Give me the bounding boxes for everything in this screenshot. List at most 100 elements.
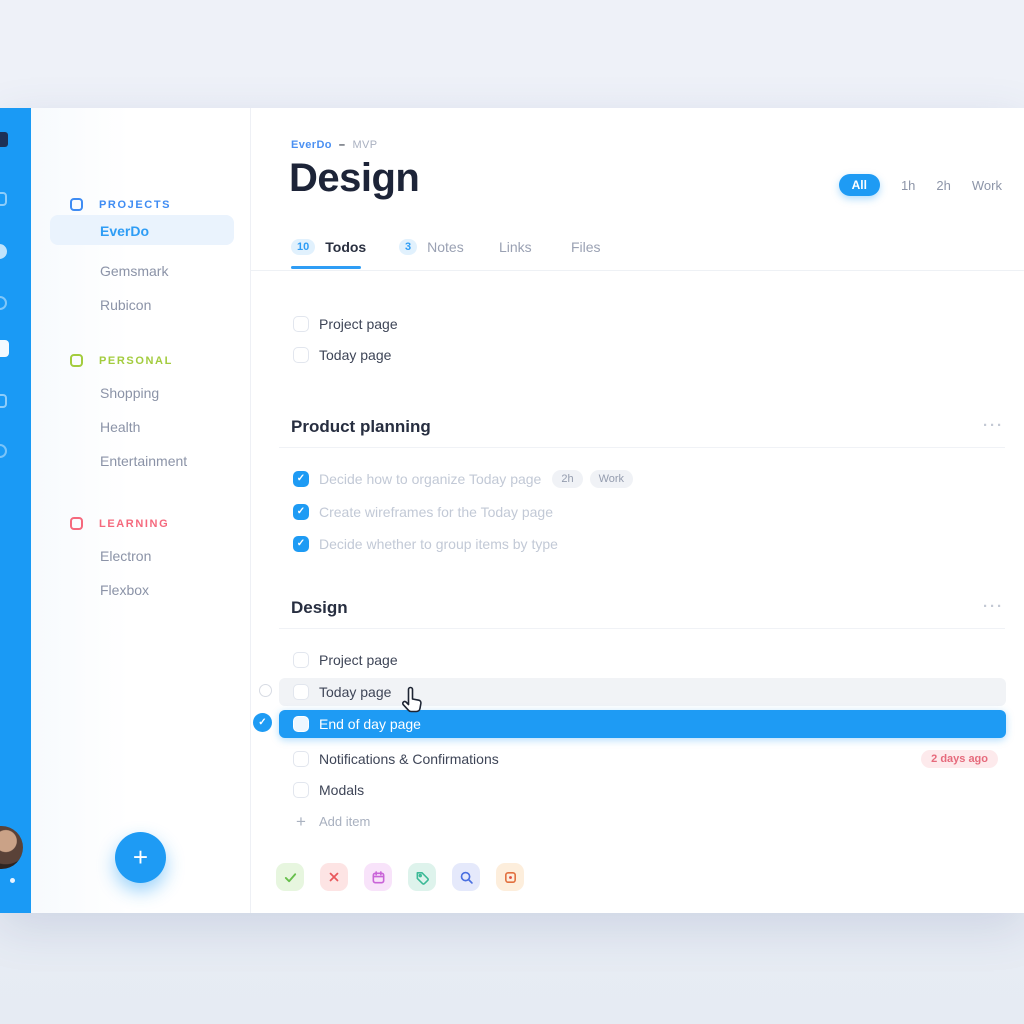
section-title-design: Design bbox=[291, 598, 348, 617]
checkbox-unchecked[interactable] bbox=[293, 651, 309, 668]
todo-row[interactable]: Today page bbox=[279, 339, 1006, 370]
projects-square-icon bbox=[70, 198, 83, 211]
sidebar-item-gemsmark[interactable]: Gemsmark bbox=[100, 263, 169, 279]
focus-icon[interactable] bbox=[496, 863, 524, 891]
todo-label: End of day page bbox=[319, 716, 421, 732]
tab-files[interactable]: Files bbox=[571, 239, 601, 255]
plus-icon: + bbox=[296, 811, 306, 831]
status-dot bbox=[10, 878, 15, 883]
row-reorder-handle[interactable] bbox=[259, 684, 272, 697]
todo-label: Project page bbox=[319, 315, 398, 332]
todo-row[interactable]: Notifications & Confirmations 2 days ago bbox=[279, 743, 1006, 774]
checkbox-unchecked[interactable] bbox=[293, 684, 309, 700]
rail-icon-fragment bbox=[0, 192, 7, 206]
sidebar-section-learning: LEARNING bbox=[70, 517, 169, 530]
todo-label: Create wireframes for the Today page bbox=[319, 503, 553, 520]
page-title: Design bbox=[289, 156, 420, 200]
overdue-badge: 2 days ago bbox=[921, 749, 998, 768]
sidebar-item-rubicon[interactable]: Rubicon bbox=[100, 297, 152, 313]
plus-icon: + bbox=[132, 842, 149, 872]
todo-row-hovered[interactable]: Today page bbox=[279, 678, 1006, 706]
todo-row-selected[interactable]: End of day page bbox=[279, 710, 1006, 738]
tab-links[interactable]: Links bbox=[499, 239, 532, 255]
section-title-product-planning: Product planning bbox=[291, 417, 431, 436]
sidebar-item-everdo[interactable]: EverDo bbox=[100, 223, 150, 239]
rail-icon-fragment bbox=[0, 244, 7, 259]
filter-work[interactable]: Work bbox=[971, 177, 1002, 193]
delete-icon[interactable] bbox=[320, 863, 348, 891]
check-icon: ✓ bbox=[258, 717, 267, 728]
checkbox-checked[interactable] bbox=[293, 535, 309, 552]
breadcrumb-separator: – bbox=[338, 139, 346, 151]
sidebar-section-label: PERSONAL bbox=[99, 354, 173, 367]
tab-todos[interactable]: 10 Todos bbox=[291, 239, 366, 255]
tab-notes[interactable]: 3 Notes bbox=[399, 239, 464, 255]
main-content: EverDo – MVP Design All 1h 2h Work 10 To… bbox=[250, 108, 1024, 913]
rail-icon-fragment bbox=[0, 340, 9, 357]
learning-square-icon bbox=[70, 517, 83, 530]
sidebar-item-entertainment[interactable]: Entertainment bbox=[100, 453, 188, 469]
sidebar-section-label: PROJECTS bbox=[99, 198, 172, 211]
todo-row[interactable]: Decide whether to group items by type bbox=[279, 528, 1006, 559]
sidebar-section-personal: PERSONAL bbox=[70, 354, 173, 367]
complete-icon[interactable] bbox=[276, 863, 304, 891]
checkbox-unchecked[interactable] bbox=[293, 750, 309, 767]
schedule-icon[interactable] bbox=[364, 863, 392, 891]
checkbox-checked[interactable] bbox=[293, 470, 309, 487]
tab-label: Todos bbox=[325, 239, 367, 255]
row-complete-marker[interactable]: ✓ bbox=[253, 713, 272, 732]
tag-2h[interactable]: 2h bbox=[552, 469, 583, 488]
tab-label: Notes bbox=[427, 239, 464, 255]
sidebar-item-flexbox[interactable]: Flexbox bbox=[100, 582, 150, 598]
todo-row[interactable]: Create wireframes for the Today page bbox=[279, 496, 1006, 527]
todo-row[interactable]: Decide how to organize Today page 2h Wor… bbox=[279, 463, 1006, 494]
checkbox-unchecked[interactable] bbox=[293, 315, 309, 332]
sidebar-item-health[interactable]: Health bbox=[100, 419, 141, 435]
filter-1h[interactable]: 1h bbox=[900, 177, 916, 193]
sidebar-section-projects: PROJECTS bbox=[70, 198, 171, 211]
breadcrumb: EverDo – MVP bbox=[291, 139, 378, 151]
tab-label: Files bbox=[571, 239, 601, 255]
tag-icon[interactable] bbox=[408, 863, 436, 891]
breadcrumb-project[interactable]: EverDo bbox=[291, 139, 332, 151]
tag-work[interactable]: Work bbox=[589, 469, 634, 488]
rail-icon-fragment bbox=[0, 296, 7, 310]
section-menu-icon[interactable]: ··· bbox=[983, 598, 1004, 615]
add-fab-button[interactable]: + bbox=[115, 832, 166, 883]
todo-label: Modals bbox=[319, 781, 365, 798]
add-item-button[interactable]: + Add item bbox=[279, 806, 1006, 837]
notes-count-badge: 3 bbox=[399, 239, 418, 255]
todo-label: Decide how to organize Today page bbox=[319, 470, 542, 487]
todo-row[interactable]: Project page bbox=[279, 644, 1006, 675]
user-avatar[interactable] bbox=[0, 826, 23, 869]
rail-icon-fragment bbox=[0, 394, 7, 408]
active-tab-underline bbox=[291, 266, 361, 269]
todo-label: Today page bbox=[319, 346, 392, 363]
todo-label: Today page bbox=[319, 684, 392, 700]
todo-label: Project page bbox=[319, 651, 398, 668]
sidebar-item-electron[interactable]: Electron bbox=[100, 548, 152, 564]
sidebar-item-shopping[interactable]: Shopping bbox=[100, 385, 160, 401]
todo-row[interactable]: Modals bbox=[279, 774, 1006, 805]
checkbox-checked[interactable] bbox=[293, 503, 309, 520]
section-divider bbox=[279, 447, 1005, 448]
checkbox-unchecked[interactable] bbox=[293, 346, 309, 363]
search-icon[interactable] bbox=[452, 863, 480, 891]
sidebar-active-highlight bbox=[50, 215, 234, 245]
checkbox-selected-row[interactable] bbox=[293, 716, 309, 732]
personal-square-icon bbox=[70, 354, 83, 367]
todos-count-badge: 10 bbox=[291, 239, 316, 255]
filter-2h[interactable]: 2h bbox=[936, 177, 951, 193]
todo-row[interactable]: Project page bbox=[279, 308, 1006, 339]
sidebar: PROJECTS EverDo Gemsmark Rubicon PERSONA… bbox=[31, 108, 250, 913]
filter-all[interactable]: All bbox=[838, 174, 880, 196]
add-item-label: Add item bbox=[319, 814, 371, 829]
rail-icon-fragment bbox=[0, 132, 8, 147]
quick-actions-bar bbox=[276, 863, 524, 891]
sidebar-section-label: LEARNING bbox=[99, 517, 170, 530]
section-menu-icon[interactable]: ··· bbox=[983, 417, 1004, 434]
todo-label: Decide whether to group items by type bbox=[319, 535, 558, 552]
app-rail bbox=[0, 108, 31, 913]
checkbox-unchecked[interactable] bbox=[293, 781, 309, 798]
tab-label: Links bbox=[499, 239, 532, 255]
